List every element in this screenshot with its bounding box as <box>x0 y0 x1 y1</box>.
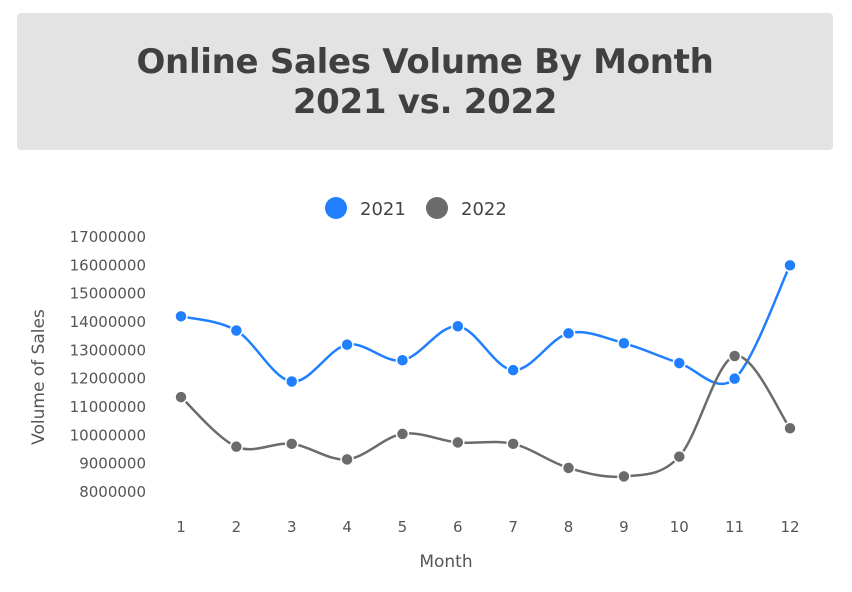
data-point-2022[interactable] <box>284 437 299 451</box>
x-axis-title: Month <box>419 552 472 572</box>
y-axis-ticks: 8000000 9000000 10000000 11000000 12000000 13… <box>70 228 146 501</box>
y-tick-label: 9000000 <box>79 455 146 473</box>
data-point-2022[interactable] <box>451 435 465 450</box>
data-point-2021[interactable] <box>561 326 576 341</box>
x-tick-label: 8 <box>564 518 574 536</box>
data-point-2021[interactable] <box>617 336 631 350</box>
y-tick-label: 14000000 <box>70 313 146 331</box>
data-point-2022[interactable] <box>561 461 576 475</box>
legend-marker-2021[interactable] <box>325 197 347 219</box>
x-tick-label: 1 <box>176 518 186 536</box>
data-point-2021[interactable] <box>727 371 742 386</box>
x-tick-label: 11 <box>725 518 744 536</box>
data-point-2022[interactable] <box>783 421 797 435</box>
data-point-2022[interactable] <box>174 390 188 404</box>
y-tick-label: 12000000 <box>70 370 146 388</box>
y-tick-label: 8000000 <box>79 483 146 501</box>
data-point-2022[interactable] <box>727 349 742 363</box>
data-point-2021[interactable] <box>783 258 797 273</box>
y-tick-label: 16000000 <box>70 256 146 274</box>
data-point-2021[interactable] <box>506 363 520 377</box>
x-tick-label: 5 <box>398 518 408 536</box>
data-point-2022[interactable] <box>340 452 354 467</box>
x-tick-label: 4 <box>342 518 352 536</box>
data-point-2021[interactable] <box>174 309 188 324</box>
x-tick-label: 12 <box>780 518 799 536</box>
chart-subtitle: 2021 vs. 2022 <box>292 81 558 122</box>
series-points <box>174 258 797 484</box>
data-point-2022[interactable] <box>672 449 687 464</box>
data-point-2021[interactable] <box>395 353 410 367</box>
data-point-2022[interactable] <box>395 427 410 441</box>
x-tick-label: 10 <box>670 518 689 536</box>
x-tick-label: 3 <box>287 518 297 536</box>
y-tick-label: 11000000 <box>70 398 146 416</box>
legend-marker-2022[interactable] <box>426 197 448 219</box>
legend: 2021 2022 <box>325 197 507 220</box>
x-tick-label: 2 <box>232 518 242 536</box>
legend-label-2021[interactable]: 2021 <box>360 199 406 220</box>
series-line-2021 <box>180 264 792 386</box>
x-axis-ticks: 1 2 3 4 5 6 7 8 9 10 11 12 <box>176 518 799 536</box>
data-point-2021[interactable] <box>451 319 465 333</box>
x-tick-label: 7 <box>508 518 518 536</box>
x-tick-label: 6 <box>453 518 463 536</box>
y-tick-label: 17000000 <box>70 228 146 246</box>
x-tick-label: 9 <box>619 518 629 536</box>
data-point-2021[interactable] <box>340 337 354 352</box>
data-point-2021[interactable] <box>229 323 244 338</box>
series-lines <box>180 264 792 479</box>
data-point-2022[interactable] <box>229 439 244 454</box>
chart-title-panel: Online Sales Volume By Month 2021 vs. 20… <box>17 13 833 150</box>
chart-title: Online Sales Volume By Month <box>136 41 714 82</box>
y-tick-label: 13000000 <box>70 341 146 359</box>
y-tick-label: 15000000 <box>70 285 146 303</box>
y-axis-title: Volume of Sales <box>29 309 49 445</box>
data-point-2021[interactable] <box>672 356 687 370</box>
data-point-2022[interactable] <box>617 469 631 484</box>
legend-label-2022[interactable]: 2022 <box>461 199 507 220</box>
data-point-2022[interactable] <box>506 437 520 451</box>
y-tick-label: 10000000 <box>70 426 146 444</box>
data-point-2021[interactable] <box>284 374 299 389</box>
